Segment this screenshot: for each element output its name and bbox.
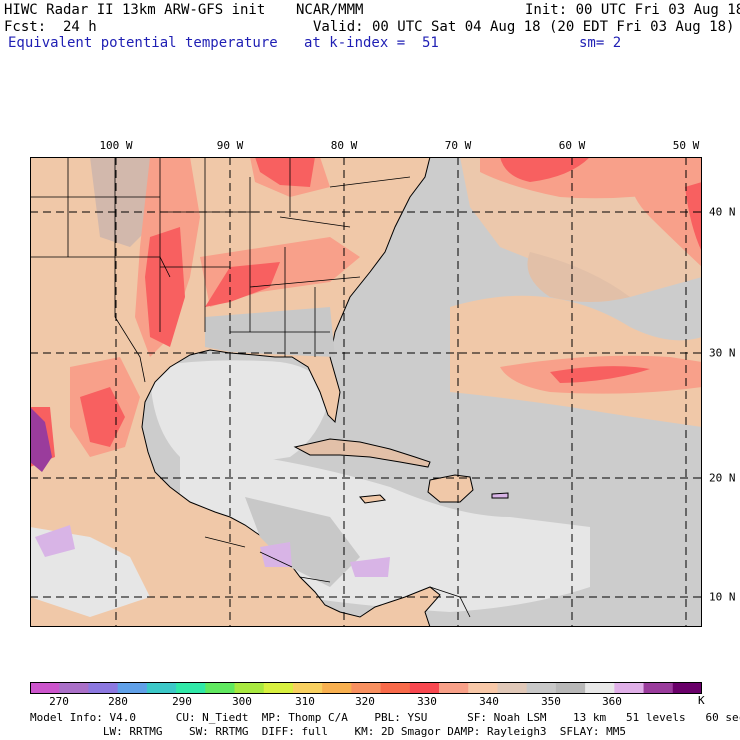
country-boundaries [114,316,471,618]
colorbar-label-270: 270 [49,695,69,708]
colorbar-swatch [555,682,586,694]
colorbar-frame [30,682,702,694]
colorbar-label-350: 350 [541,695,561,708]
lon-label-60w: 60 W [558,139,586,152]
colorbar-label-360: 360 [602,695,622,708]
colorbar-swatch [585,682,615,694]
colorbar-swatch [59,682,89,694]
lon-label-100w: 100 W [99,139,133,152]
lat-label-10n: 10 N [709,590,736,604]
lon-label-80w: 80 W [330,139,358,152]
colorbar-label-290: 290 [172,695,192,708]
land-gray-areas [30,157,360,617]
model-info-line1: Model Info: V4.0 CU: N_Tiedt MP: Thomp C… [30,711,740,724]
org-label: NCAR/MMM [296,2,364,18]
colorbar-swatch [88,682,119,694]
lon-label-70w: 70 W [444,139,472,152]
colorbar-swatch [30,682,60,694]
colorbar-swatch [468,682,498,694]
level-index: at k-index = 51 [304,35,439,51]
forecast-hour: 24 h [63,19,97,35]
colorbar-swatch [205,682,236,694]
colorbar-label-300: 300 [232,695,252,708]
jamaica-island [359,494,387,504]
colorbar-swatch [292,682,323,694]
map-frame [30,157,702,627]
state-boundaries [30,157,411,357]
init-time: Init: 00 UTC Fri 03 Aug 18 [525,2,740,18]
colorbar-swatch [614,682,645,694]
colorbar-swatch [263,682,294,694]
lon-label-90w: 90 W [216,139,244,152]
colorbar [30,682,702,694]
colorbar-swatch [117,682,148,694]
lat-label-30n: 30 N [709,346,736,360]
colorbar-swatch [409,682,440,694]
plot-title: HIWC Radar II 13km ARW-GFS init [4,2,266,18]
cuba-island [293,438,431,468]
colorbar-swatch [672,682,702,694]
colorbar-label-280: 280 [108,695,128,708]
colorbar-unit: K [698,694,705,707]
lat-label-20n: 20 N [709,471,736,485]
colorbar-label-330: 330 [417,695,437,708]
forecast-label: Fcst: [4,19,47,35]
colorbar-swatch [380,682,411,694]
colorbar-label-320: 320 [355,695,375,708]
colorbar-swatch [234,682,265,694]
theta-e-map [30,157,702,627]
lat-lon-grid [30,157,702,627]
colorbar-swatch [439,682,469,694]
colorbar-swatch [146,682,177,694]
smoothing-label: sm= 2 [579,35,622,51]
model-info-line2: LW: RRTMG SW: RRTMG DIFF: full KM: 2D Sm… [30,725,627,738]
atlantic-red-cores [500,157,702,383]
lat-label-40n: 40 N [709,205,736,219]
puerto-rico-island [491,492,509,499]
valid-time: Valid: 00 UTC Sat 04 Aug 18 (20 EDT Fri … [313,19,735,35]
colorbar-swatch [526,682,557,694]
colorbar-swatch [643,682,674,694]
land-purple-areas [30,407,390,577]
colorbar-swatch [322,682,352,694]
field-name: Equivalent potential temperature [8,35,278,51]
lon-label-50w: 50 W [672,139,700,152]
colorbar-label-340: 340 [479,695,499,708]
colorbar-swatch [497,682,528,694]
colorbar-swatch [176,682,206,694]
gulf-light-field [150,360,330,462]
colorbar-label-310: 310 [295,695,315,708]
colorbar-swatch [351,682,382,694]
